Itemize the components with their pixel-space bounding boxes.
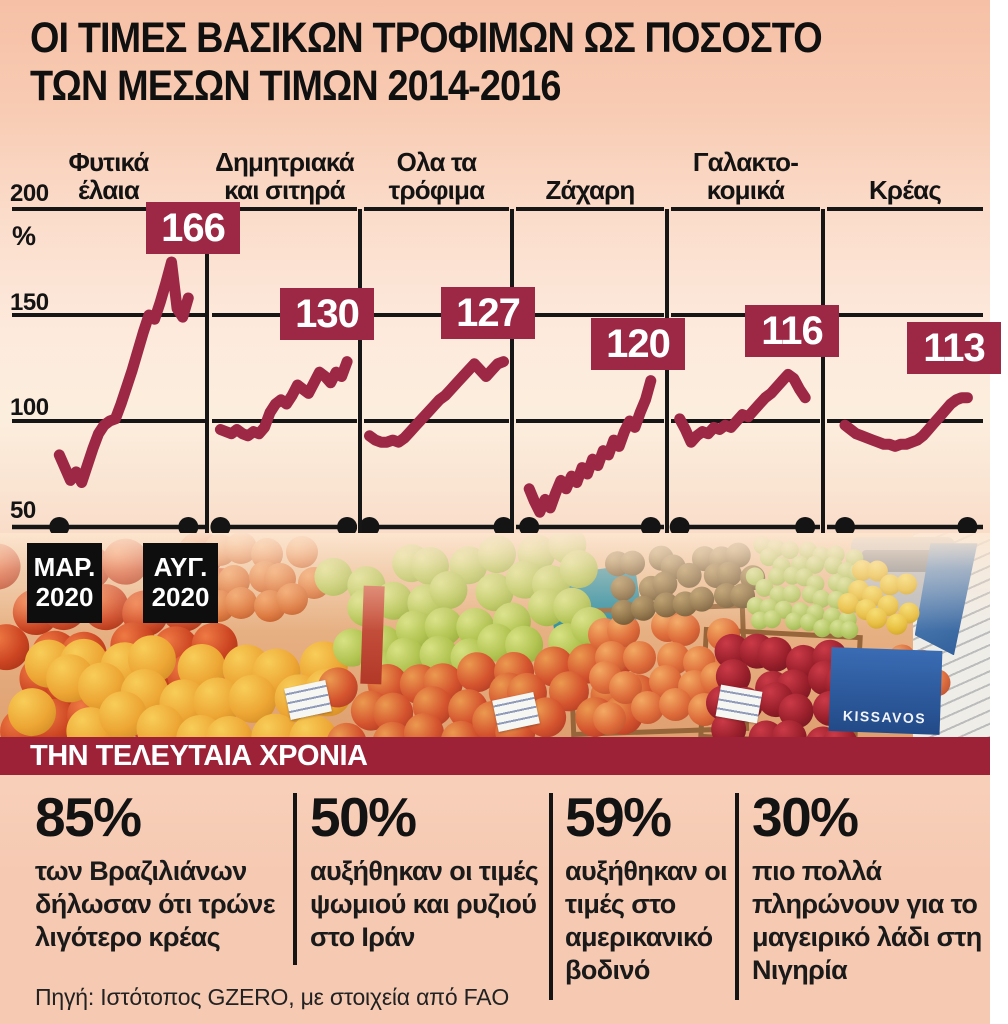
panel-title-line: Κρέας <box>868 174 942 205</box>
market-photo: KISSAVOS <box>0 533 990 737</box>
stat-value: 50% <box>310 786 417 848</box>
source-note: Πηγή: Ιστότοπος GZERO, με στοιχεία από F… <box>35 984 510 1010</box>
panel-title-all-food: Ολα τα τρόφιμα <box>362 118 511 204</box>
sparkline-chart-cereals <box>210 207 358 537</box>
stat-description: αυξήθηκαν οι τιμές ψωμιού και ρυζιού στο… <box>310 856 539 952</box>
y-axis-tick-100: 100 <box>10 394 49 421</box>
panel-divider <box>665 209 669 575</box>
stat-description: πιο πολλά πληρώνουν για το μαγειρικό λάδ… <box>752 856 982 985</box>
stat-divider <box>735 793 739 1000</box>
date-badge-year: 2020 <box>151 582 210 612</box>
panel-title-cereals: Δημητριακά και σιτηρά <box>210 118 359 204</box>
page-title: ΟΙ ΤΙΜΕΣ ΒΑΣΙΚΩΝ ΤΡΟΦΙΜΩΝ ΩΣ ΠΟΣΟΣΤΟ ΤΩΝ… <box>30 14 823 111</box>
panel-title-line: Ολα τα <box>396 146 477 177</box>
stat-item-us-beef: 59% αυξήθηκαν οι τιμές στο αμερικανικό β… <box>565 790 740 987</box>
date-badge-month: ΜΑΡ. <box>33 552 96 583</box>
panel-divider <box>358 209 362 575</box>
y-axis-tick-150: 150 <box>10 289 49 316</box>
panel-title-line: κομικά <box>706 174 785 205</box>
date-badge-end: ΑΥΓ. 2020 <box>143 543 218 623</box>
stat-divider <box>293 793 297 965</box>
panel-title-line: Γαλακτο- <box>692 146 799 177</box>
sparkline-chart-vegetable-oils <box>12 207 205 537</box>
panel-title-line: Ζάχαρη <box>545 174 635 205</box>
sparkline-chart-all-food <box>359 207 514 537</box>
panel-divider <box>205 209 209 575</box>
panel-divider <box>510 209 514 575</box>
panel-title-dairy: Γαλακτο- κομικά <box>669 118 822 204</box>
value-badge-dairy: 116 <box>745 305 839 357</box>
panel-title-sugar: Ζάχαρη <box>514 118 666 204</box>
sparkline-chart-sugar <box>516 207 664 537</box>
y-axis-tick-200: 200 <box>10 180 49 207</box>
date-badge-start: ΜΑΡ. 2020 <box>27 543 102 623</box>
panel-title-meat: Κρέας <box>825 118 985 204</box>
value-badge-meat: 113 <box>907 322 1001 374</box>
stat-value: 30% <box>752 786 859 848</box>
panel-title-line: και σιτηρά <box>224 174 345 205</box>
sparkline-chart-meat <box>827 207 983 537</box>
stat-item-iran: 50% αυξήθηκαν οι τιμές ψωμιού και ρυζιού… <box>310 790 545 954</box>
right-margin <box>990 0 1008 1024</box>
date-badge-year: 2020 <box>35 582 94 612</box>
stat-description: αυξήθηκαν οι τιμές στο αμερικανικό βοδιν… <box>565 856 728 985</box>
section-banner: ΤΗΝ ΤΕΛΕΥΤΑΙΑ ΧΡΟΝΙΑ <box>0 737 990 775</box>
page-title-line2: ΤΩΝ ΜΕΣΩΝ ΤΙΜΩΝ 2014-2016 <box>30 62 561 111</box>
stat-value: 59% <box>565 786 672 848</box>
value-badge-vegetable-oils: 166 <box>146 202 240 254</box>
stat-item-nigeria: 30% πιο πολλά πληρώνουν για το μαγειρικό… <box>752 790 990 987</box>
date-badge-month: ΑΥΓ. <box>153 552 208 583</box>
banner-title: ΤΗΝ ΤΕΛΕΥΤΑΙΑ ΧΡΟΝΙΑ <box>30 739 368 772</box>
charts-section: ΟΙ ΤΙΜΕΣ ΒΑΣΙΚΩΝ ΤΡΟΦΙΜΩΝ ΩΣ ΠΟΣΟΣΤΟ ΤΩΝ… <box>0 0 1001 575</box>
sparkline-chart-dairy <box>669 207 820 537</box>
stat-description: των Βραζιλιάνων δήλωσαν ότι τρώνε λιγότε… <box>35 856 276 952</box>
y-axis-tick-50: 50 <box>10 497 36 524</box>
value-badge-sugar: 120 <box>591 318 685 370</box>
stat-divider <box>549 793 553 1000</box>
value-badge-all-food: 127 <box>441 287 535 339</box>
panel-title-line: τρόφιμα <box>388 174 485 205</box>
stats-section: 85% των Βραζιλιάνων δήλωσαν ότι τρώνε λι… <box>0 775 990 1024</box>
panel-title-vegetable-oils: Φυτικά έλαια <box>10 118 207 204</box>
panel-title-line: Φυτικά <box>68 146 149 177</box>
stat-value: 85% <box>35 786 142 848</box>
panel-divider <box>821 209 825 575</box>
y-axis-unit-label: % <box>12 221 37 251</box>
panel-title-line: Δημητριακά <box>215 146 355 177</box>
value-badge-cereals: 130 <box>280 288 374 340</box>
page-title-line1: ΟΙ ΤΙΜΕΣ ΒΑΣΙΚΩΝ ΤΡΟΦΙΜΩΝ ΩΣ ΠΟΣΟΣΤΟ <box>30 14 823 62</box>
stat-item-brazil: 85% των Βραζιλιάνων δήλωσαν ότι τρώνε λι… <box>35 790 293 954</box>
panel-title-line: έλαια <box>77 174 140 205</box>
